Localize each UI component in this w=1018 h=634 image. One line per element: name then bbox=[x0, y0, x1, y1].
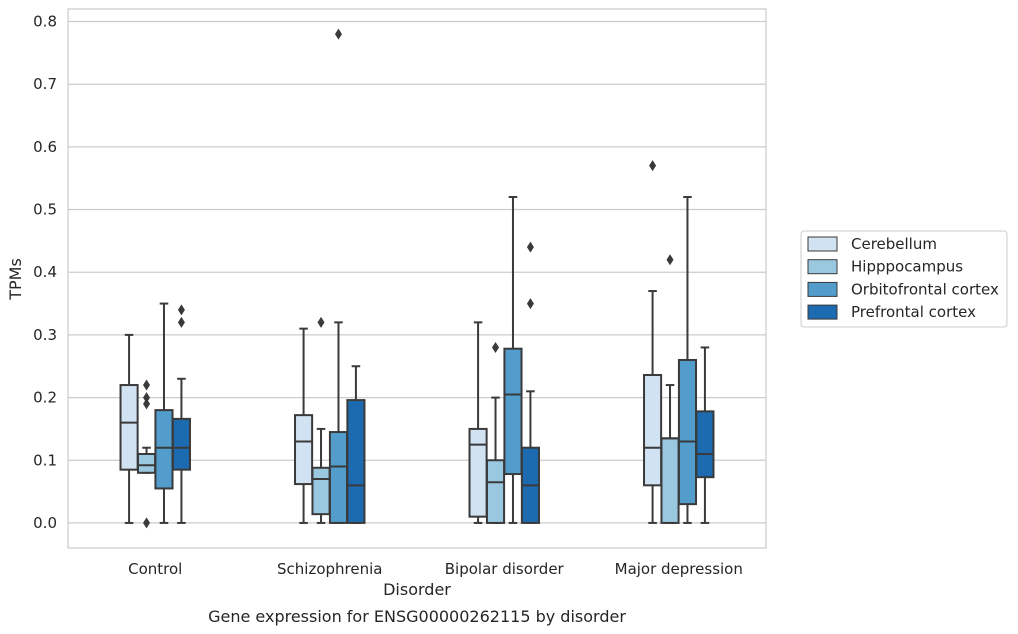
outlier-point bbox=[666, 254, 674, 266]
box bbox=[311, 466, 331, 516]
chart-title: Gene expression for ENSG00000262115 by d… bbox=[208, 607, 626, 626]
outlier-point bbox=[526, 241, 534, 253]
legend-label: Prefrontal cortex bbox=[851, 303, 976, 321]
box bbox=[119, 384, 139, 471]
box-group bbox=[346, 365, 366, 524]
legend-swatch bbox=[807, 281, 838, 297]
box-group bbox=[695, 346, 715, 524]
box bbox=[136, 452, 157, 474]
x-tick-label: Major depression bbox=[615, 560, 743, 578]
box-group bbox=[171, 304, 191, 524]
box-group bbox=[503, 196, 523, 524]
outlier-point bbox=[177, 304, 185, 316]
box-series-3 bbox=[171, 241, 715, 524]
box-series-0 bbox=[119, 160, 663, 524]
y-tick-label: 0.4 bbox=[33, 263, 57, 281]
x-tick-labels: Control Schizophrenia Bipolar disorder Majo… bbox=[128, 560, 743, 578]
box-group bbox=[136, 379, 157, 529]
outlier-point bbox=[526, 298, 534, 310]
box bbox=[346, 399, 366, 524]
box bbox=[485, 459, 506, 524]
outlier-point bbox=[649, 160, 657, 172]
legend-label: Hipppocampus bbox=[851, 258, 963, 276]
legend-swatch bbox=[807, 259, 838, 275]
box bbox=[695, 410, 715, 479]
outlier-point bbox=[334, 28, 342, 40]
y-tick-label: 0.1 bbox=[33, 451, 57, 469]
outlier-point bbox=[143, 517, 151, 529]
box-group bbox=[311, 316, 331, 524]
box-series-1 bbox=[136, 254, 680, 529]
box bbox=[171, 417, 191, 471]
y-tick-label: 0.7 bbox=[33, 75, 57, 93]
outlier-point bbox=[177, 316, 185, 328]
box-series bbox=[119, 28, 715, 529]
box bbox=[660, 437, 680, 524]
box-group bbox=[468, 321, 488, 524]
plot-frame bbox=[67, 8, 767, 549]
legend-label: Cerebellum bbox=[851, 235, 937, 253]
box-series-2 bbox=[154, 28, 698, 524]
legend: Cerebellum Hipppocampus Orbitofrontal cort… bbox=[800, 230, 1008, 328]
box-group bbox=[520, 241, 540, 524]
y-tick-label: 0.5 bbox=[33, 201, 57, 219]
box-group bbox=[328, 28, 349, 524]
box-group bbox=[677, 196, 698, 524]
x-tick-label: Control bbox=[128, 560, 182, 578]
outlier-point bbox=[143, 392, 151, 404]
y-tick-label: 0.2 bbox=[33, 389, 57, 407]
y-tick-label: 0.3 bbox=[33, 326, 57, 344]
box bbox=[468, 427, 488, 518]
y-tick-label: 0.0 bbox=[33, 514, 57, 532]
box bbox=[328, 431, 349, 524]
box bbox=[294, 414, 314, 486]
x-axis-title: Disorder bbox=[383, 580, 451, 599]
y-tick-label: 0.8 bbox=[33, 13, 57, 31]
outlier-point bbox=[143, 379, 151, 391]
x-tick-label: Bipolar disorder bbox=[445, 560, 565, 578]
y-tick-labels: 0.0 0.1 0.2 0.3 0.4 0.5 0.6 0.7 0.8 bbox=[33, 13, 57, 532]
legend-swatch bbox=[807, 236, 838, 252]
legend-swatch bbox=[807, 304, 838, 320]
box-group bbox=[485, 341, 506, 524]
y-axis-title: TPMs bbox=[6, 258, 25, 301]
box bbox=[154, 409, 174, 490]
legend-label: Orbitofrontal cortex bbox=[851, 280, 999, 298]
box bbox=[643, 374, 663, 487]
box-group bbox=[294, 327, 314, 524]
box-group bbox=[643, 160, 663, 524]
box bbox=[503, 347, 523, 476]
outlier-point bbox=[492, 341, 500, 353]
outlier-point bbox=[143, 398, 151, 410]
legend-frame bbox=[800, 230, 1008, 328]
box-group bbox=[119, 333, 139, 524]
y-tick-label: 0.6 bbox=[33, 138, 57, 156]
x-tick-label: Schizophrenia bbox=[277, 560, 382, 578]
box bbox=[677, 358, 698, 506]
outlier-point bbox=[317, 316, 325, 328]
